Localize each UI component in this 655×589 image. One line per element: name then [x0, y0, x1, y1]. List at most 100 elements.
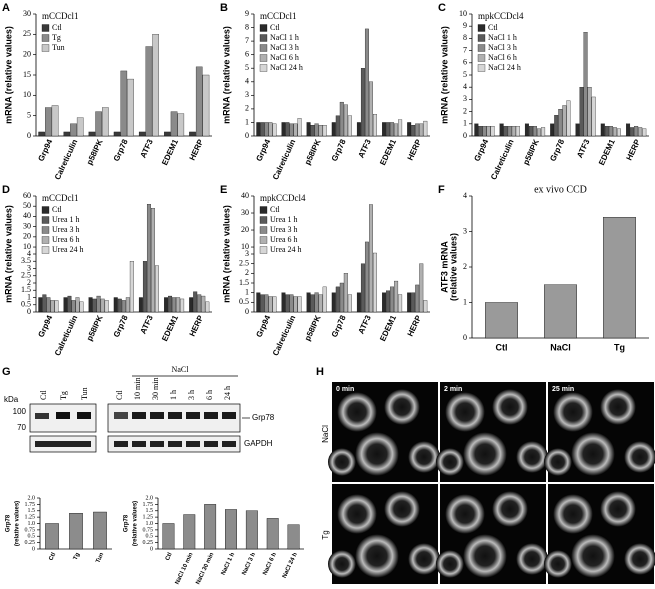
legend-swatch — [477, 34, 486, 42]
y-axis-title: mRNA (relative values) — [221, 26, 231, 124]
legend-swatch — [259, 34, 268, 42]
bar — [415, 123, 420, 137]
y-axis-title: mRNA (relative values) — [439, 26, 449, 124]
y-tick-label: 0.75 — [25, 527, 36, 533]
bar — [373, 114, 377, 137]
x-tick-label: p58IPK — [303, 314, 323, 343]
cell — [463, 534, 507, 578]
bar — [51, 105, 59, 137]
column-label: 0 min — [336, 386, 354, 393]
x-tick-label: NaCl 3 h — [242, 552, 258, 577]
bar — [373, 252, 377, 313]
y-tick-label: 50 — [23, 201, 31, 210]
y-tick-label: 0.5 — [21, 300, 31, 309]
y-tick-label: 2 — [245, 268, 249, 277]
band — [150, 441, 164, 447]
cell — [571, 534, 615, 578]
y-tick-label: 1 — [463, 119, 467, 128]
panel-letter: A — [2, 2, 10, 14]
lane-label: Ctl — [115, 389, 124, 400]
legend-label: NaCl 24 h — [488, 63, 521, 72]
bar — [45, 107, 52, 137]
band — [114, 412, 128, 419]
bar — [189, 297, 194, 313]
bar — [69, 513, 83, 550]
y-axis-title: Grp78 — [6, 514, 12, 532]
band — [56, 412, 70, 419]
y-tick-label: 1.25 — [25, 515, 36, 521]
bar — [343, 273, 348, 313]
bar — [63, 131, 71, 137]
bar — [195, 66, 203, 137]
bar — [285, 294, 290, 313]
lane-label: 30 min — [151, 378, 160, 400]
legend-swatch — [259, 216, 268, 224]
x-tick-label: NaCl 6 h — [262, 552, 278, 577]
y-axis-title: mRNA (relative values) — [3, 205, 13, 303]
cell — [355, 534, 399, 578]
x-tick-label: Grp94 — [36, 313, 54, 338]
bar — [626, 123, 631, 137]
bar — [335, 286, 340, 313]
bar — [579, 87, 584, 137]
bar — [76, 117, 84, 137]
bar — [322, 125, 327, 137]
band — [186, 441, 200, 447]
y-tick-label: 3 — [245, 90, 249, 99]
y-tick-label: 5 — [245, 63, 249, 72]
y-tick-label: 30 — [241, 208, 249, 217]
bar — [490, 126, 495, 137]
bar — [264, 122, 269, 137]
bar — [642, 128, 647, 137]
band — [204, 412, 218, 419]
y-tick-label: 2 — [463, 106, 467, 115]
bar — [386, 122, 391, 137]
bar — [382, 122, 387, 137]
y-tick-label: 0 — [463, 131, 467, 140]
x-tick-label: p58IPK — [85, 138, 105, 167]
y-axis-title: (relative values) — [133, 501, 139, 546]
bar — [638, 127, 643, 137]
bar — [394, 123, 399, 137]
bar — [499, 123, 504, 137]
bar — [503, 126, 508, 137]
y-tick-label: 0.5 — [146, 534, 154, 540]
y-tick-label: 1.75 — [25, 502, 36, 508]
bar — [75, 297, 80, 313]
y-tick-label: 3.5 — [21, 256, 31, 265]
x-tick-label: EDEM1 — [597, 137, 617, 166]
y-tick-label: 20 — [241, 225, 249, 234]
y-tick-label: 20 — [23, 49, 31, 58]
y-tick-label: 2.5 — [239, 258, 249, 267]
bar — [293, 123, 298, 137]
bar — [310, 125, 315, 137]
legend-swatch — [41, 44, 50, 52]
bar — [608, 126, 613, 137]
y-tick-label: 60 — [23, 191, 31, 200]
chart-title: mCCDcl1 — [260, 11, 297, 21]
panel-letter: D — [2, 184, 10, 196]
x-tick-label: Ctl — [48, 552, 57, 562]
y-tick-label: 10 — [23, 242, 31, 251]
y-tick-label: 9 — [463, 21, 467, 30]
y-tick-label: 0.25 — [143, 540, 154, 546]
bar — [415, 284, 420, 313]
bar — [152, 34, 159, 137]
bar — [272, 123, 277, 137]
bar — [364, 28, 369, 137]
bar — [268, 296, 273, 313]
bar — [331, 292, 336, 313]
x-tick-label: HERP — [406, 137, 424, 162]
x-tick-label: Grp78 — [548, 137, 566, 162]
y-tick-label: 10 — [23, 90, 31, 99]
x-tick-label: Calreticulin — [53, 314, 80, 357]
bar — [245, 510, 258, 550]
bar — [331, 122, 336, 137]
cell — [492, 389, 528, 425]
bar — [67, 295, 72, 313]
legend-swatch — [259, 236, 268, 244]
bar — [347, 115, 352, 137]
bar — [322, 286, 327, 313]
bar — [180, 298, 185, 313]
legend-label: Urea 1 h — [52, 215, 80, 224]
